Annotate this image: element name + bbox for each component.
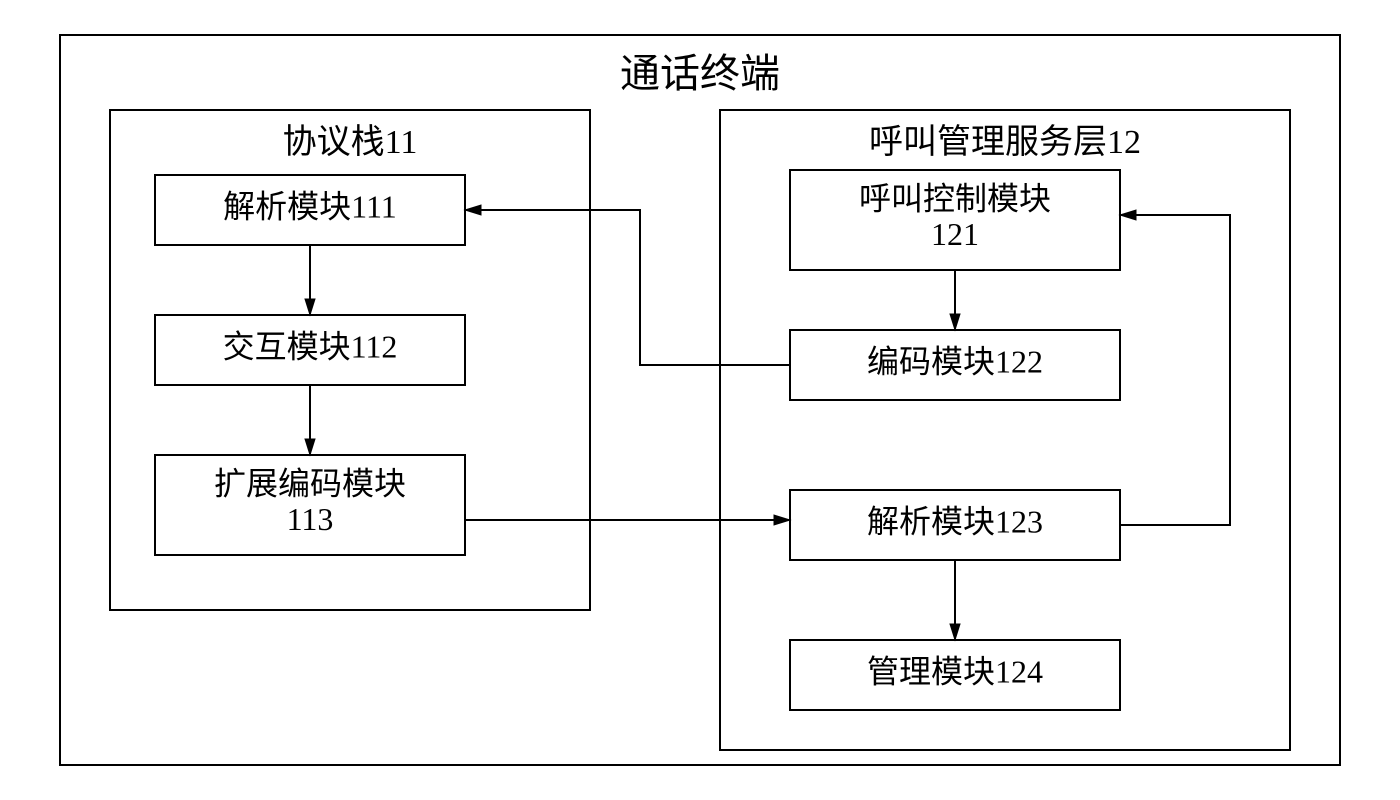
node-n113-label-line2: 113 bbox=[287, 501, 334, 537]
node-n124-label: 管理模块124 bbox=[867, 653, 1043, 689]
node-n122-label: 编码模块122 bbox=[867, 343, 1043, 379]
diagram-title: 通话终端 bbox=[620, 51, 780, 96]
diagram-canvas: 通话终端协议栈11 呼叫管理服务层12 解析模块111 交互模块112 扩展编码模块11… bbox=[0, 0, 1400, 800]
node-n112-label: 交互模块112 bbox=[223, 328, 398, 364]
node-n123-label: 解析模块123 bbox=[867, 503, 1043, 539]
group-12-label: 呼叫管理服务层12 bbox=[869, 123, 1141, 161]
node-n121-label-line1: 呼叫控制模块 bbox=[859, 181, 1051, 217]
node-n121-label-line2: 121 bbox=[931, 216, 979, 252]
node-n113-label-line1: 扩展编码模块 bbox=[214, 466, 406, 502]
node-n111-label: 解析模块111 bbox=[223, 188, 397, 224]
group-11-label: 协议栈11 bbox=[283, 123, 418, 161]
